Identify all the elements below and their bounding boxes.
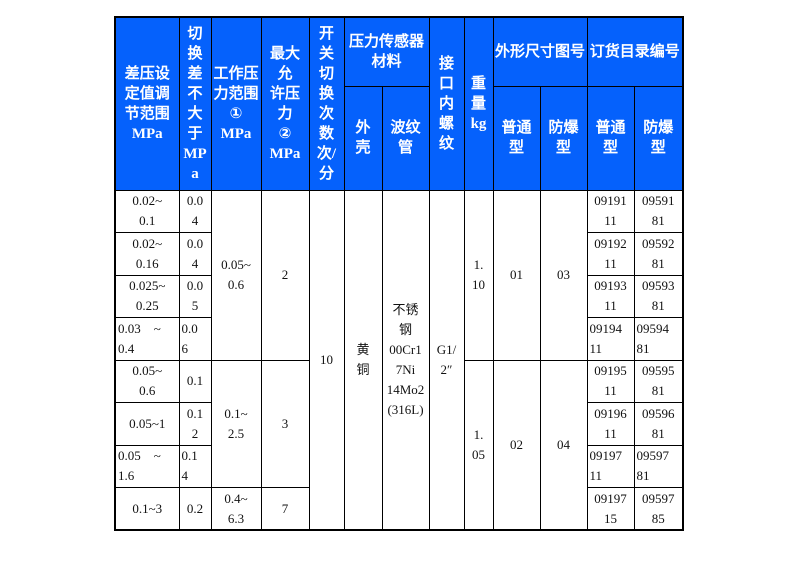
header-work-pressure: 工作压 力范围 ① MPa — [210, 16, 262, 191]
range-cell: 0.05 ~ 1.6 — [114, 444, 180, 488]
catalog-explosion-cell: 09591 81 — [633, 189, 684, 233]
work-pressure-cell: 0.1~ 2.5 — [210, 359, 262, 488]
range-cell: 0.02~ 0.1 — [114, 189, 180, 233]
range-cell: 0.1~3 — [114, 487, 180, 531]
max-pressure-cell: 3 — [260, 359, 310, 488]
catalog-ordinary-cell: 09193 11 — [586, 274, 635, 318]
max-pressure-cell: 2 — [260, 189, 310, 361]
header-port-thread: 接 口 内 螺 纹 — [428, 16, 465, 191]
diff-cell: 0.1 2 — [178, 402, 212, 446]
dim-ordinary-cell: 02 — [492, 359, 541, 531]
pressure-switch-spec-table: 差压设 定值调 节范围 MPa 切 换 差 不 大 于 MP a 工作压 力范围… — [114, 16, 684, 531]
catalog-explosion-cell: 09597 85 — [633, 487, 684, 531]
shell-material-cell: 黄 铜 — [343, 189, 383, 531]
catalog-explosion-cell: 09592 81 — [633, 232, 684, 276]
diff-cell: 0.1 — [178, 359, 212, 403]
header-max-pressure: 最大 允 许压 力 ② MPa — [260, 16, 310, 191]
table-row: 0.05 ~ 1.6 0.1 4 09197 11 09597 81 — [114, 444, 684, 488]
table-row: 0.1~3 0.2 0.4~ 6.3 7 09197 15 09597 85 — [114, 487, 684, 531]
catalog-explosion-cell: 09594 81 — [633, 317, 684, 361]
port-thread-cell: G1/ 2″ — [428, 189, 465, 531]
table-row: 0.03 ~ 0.4 0.0 6 09194 11 09594 81 — [114, 317, 684, 361]
header-dim-explosion: 防爆 型 — [539, 85, 588, 191]
catalog-explosion-cell: 09593 81 — [633, 274, 684, 318]
header-order-catalog: 订货目录编号 — [586, 16, 684, 87]
weight-cell: 1. 05 — [463, 359, 494, 531]
dim-explosion-cell: 04 — [539, 359, 588, 531]
catalog-explosion-cell: 09596 81 — [633, 402, 684, 446]
header-dimension-drawing: 外形尺寸图号 — [492, 16, 588, 87]
catalog-ordinary-cell: 09191 11 — [586, 189, 635, 233]
diff-cell: 0.0 5 — [178, 274, 212, 318]
header-switch-diff: 切 换 差 不 大 于 MP a — [178, 16, 212, 191]
table-row: 0.05~ 0.6 0.1 0.1~ 2.5 3 1. 05 02 04 091… — [114, 359, 684, 531]
table-row: 0.02~ 0.1 0.0 4 0.05~ 0.6 2 10 黄 铜 不锈 钢 … — [114, 189, 684, 531]
catalog-ordinary-cell: 09195 11 — [586, 359, 635, 403]
dim-explosion-cell: 03 — [539, 189, 588, 361]
header-weight: 重 量 kg — [463, 16, 494, 191]
header-range: 差压设 定值调 节范围 MPa — [114, 16, 180, 191]
catalog-ordinary-cell: 09197 15 — [586, 487, 635, 531]
header-switch-freq: 开 关 切 换 次 数 次/ 分 — [308, 16, 345, 191]
work-pressure-cell: 0.05~ 0.6 — [210, 189, 262, 361]
header-shell: 外 壳 — [343, 85, 383, 191]
diff-cell: 0.1 4 — [178, 444, 212, 488]
diff-cell: 0.2 — [178, 487, 212, 531]
diff-cell: 0.0 6 — [178, 317, 212, 361]
work-pressure-cell: 0.4~ 6.3 — [210, 487, 262, 531]
header-cat-explosion: 防爆 型 — [633, 85, 684, 191]
max-pressure-cell: 7 — [260, 487, 310, 531]
header-sensor-material: 压力传感器 材料 — [343, 16, 430, 87]
catalog-ordinary-cell: 09194 11 — [586, 317, 635, 361]
dim-ordinary-cell: 01 — [492, 189, 541, 361]
header-cat-ordinary: 普通 型 — [586, 85, 635, 191]
catalog-ordinary-cell: 09197 11 — [586, 444, 635, 488]
header-dim-ordinary: 普通 型 — [492, 85, 541, 191]
switch-freq-cell: 10 — [308, 189, 345, 531]
catalog-explosion-cell: 09595 81 — [633, 359, 684, 403]
range-cell: 0.02~ 0.16 — [114, 232, 180, 276]
table-row: 0.025~ 0.25 0.0 5 09193 11 09593 81 — [114, 274, 684, 318]
table-row: 0.02~ 0.16 0.0 4 09192 11 09592 81 — [114, 232, 684, 276]
catalog-explosion-cell: 09597 81 — [633, 444, 684, 488]
catalog-ordinary-cell: 09192 11 — [586, 232, 635, 276]
catalog-ordinary-cell: 09196 11 — [586, 402, 635, 446]
header-bellows: 波纹 管 — [381, 85, 430, 191]
weight-cell: 1. 10 — [463, 189, 494, 361]
range-cell: 0.05~ 0.6 — [114, 359, 180, 403]
range-cell: 0.03 ~ 0.4 — [114, 317, 180, 361]
diff-cell: 0.0 4 — [178, 189, 212, 233]
bellows-material-cell: 不锈 钢 00Cr1 7Ni 14Mo2 (316L) — [381, 189, 430, 531]
diff-cell: 0.0 4 — [178, 232, 212, 276]
spec-table-container: 差压设 定值调 节范围 MPa 切 换 差 不 大 于 MP a 工作压 力范围… — [114, 16, 684, 531]
range-cell: 0.025~ 0.25 — [114, 274, 180, 318]
range-cell: 0.05~1 — [114, 402, 180, 446]
